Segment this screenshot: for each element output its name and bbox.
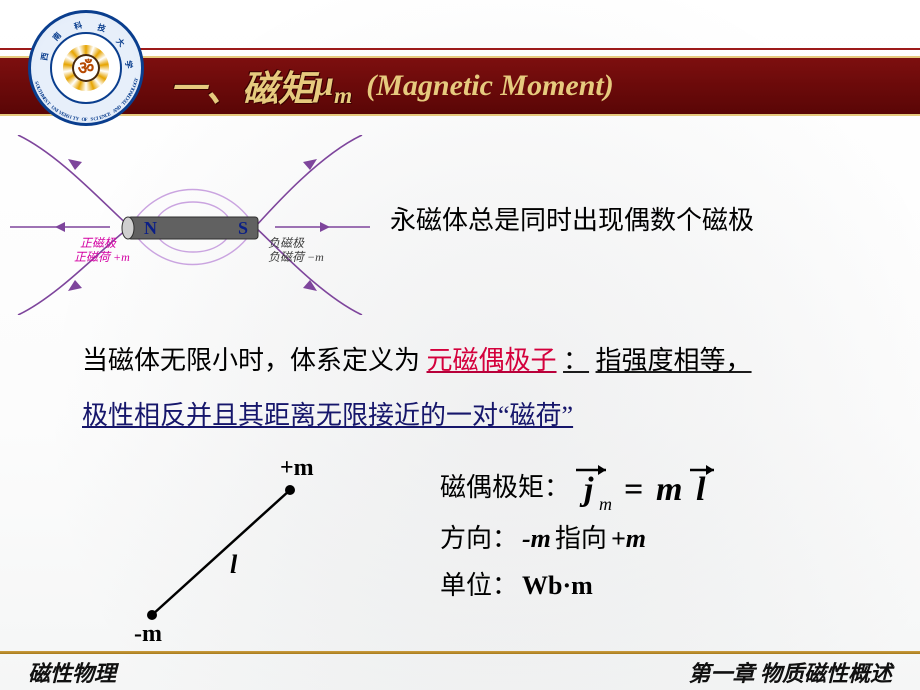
pos-pole-caption: 正磁极 — [80, 236, 117, 250]
direction-to: +m — [611, 516, 646, 563]
definition-line-1: 当磁体无限小时，体系定义为 元磁偶极子 ： 指强度相等， — [82, 335, 882, 387]
logo-swirl-glyph: ॐ — [78, 56, 94, 80]
university-logo: 西南科技大学 SOUTHWEST UNIVERSITY OF SCIENCE A… — [28, 10, 144, 126]
def-colon: ： — [563, 346, 589, 375]
dipole-moment-formula: j m = m l — [574, 460, 744, 516]
neg-pole-caption: 负磁极 — [268, 236, 305, 250]
title-english: (Magnetic Moment) — [366, 69, 614, 103]
footer-right: 第一章 物质磁性概述 — [688, 656, 892, 688]
dipole-figure: +m -m l — [130, 445, 350, 645]
direction-from: -m — [522, 516, 551, 563]
title-symbol: μm — [314, 62, 352, 110]
title-mu-sub: m — [334, 83, 352, 109]
svg-text:=: = — [624, 471, 643, 508]
direction-label: 方向： — [440, 516, 518, 563]
footer: 磁性物理 第一章 物质磁性概述 — [0, 654, 920, 690]
length-l-label: l — [230, 550, 238, 579]
statement-even-poles: 永磁体总是同时出现偶数个磁极 — [390, 200, 754, 237]
def-prefix: 当磁体无限小时，体系定义为 — [82, 346, 420, 375]
equation-block: 磁偶极矩： j m = m l 方向： -m 指向 +m 单位： Wb·m — [440, 460, 744, 610]
direction-mid: 指向 — [555, 516, 607, 563]
minus-m-label: -m — [134, 621, 162, 645]
north-pole-label: N — [144, 218, 157, 238]
logo-center: ॐ — [72, 54, 100, 82]
neg-charge-caption: 负磁荷 −m — [268, 250, 324, 264]
pos-charge-caption: 正磁荷 +m — [74, 250, 130, 264]
south-pole-label: S — [238, 218, 248, 238]
bar-magnet-figure: N S 正磁极 正磁荷 +m 负磁极 负磁荷 −m — [10, 135, 370, 315]
dipole-moment-row: 磁偶极矩： j m = m l — [440, 460, 744, 516]
unit-label: 单位： — [440, 563, 518, 610]
logo-inner-ring: ॐ — [50, 32, 122, 104]
def-line2-text: 极性相反并且其距离无限接近的一对“磁荷” — [82, 401, 573, 430]
def-tail: 指强度相等， — [596, 346, 752, 375]
footer-left: 磁性物理 — [28, 656, 116, 688]
title-prefix: 一、磁矩 — [170, 60, 314, 112]
unit-row: 单位： Wb·m — [440, 563, 744, 610]
title-mu: μ — [314, 63, 334, 103]
svg-text:j: j — [579, 471, 594, 508]
def-keyword: 元磁偶极子 — [427, 346, 557, 375]
definition-line-2: 极性相反并且其距离无限接近的一对“磁荷” — [82, 390, 882, 442]
dipole-moment-label: 磁偶极矩： — [440, 465, 570, 512]
unit-value: Wb·m — [522, 563, 593, 610]
direction-row: 方向： -m 指向 +m — [440, 516, 744, 563]
plus-m-label: +m — [280, 455, 314, 481]
svg-text:l: l — [696, 471, 706, 508]
logo-sunburst-icon: ॐ — [63, 45, 109, 91]
svg-text:m: m — [599, 494, 612, 514]
svg-text:m: m — [656, 471, 682, 508]
